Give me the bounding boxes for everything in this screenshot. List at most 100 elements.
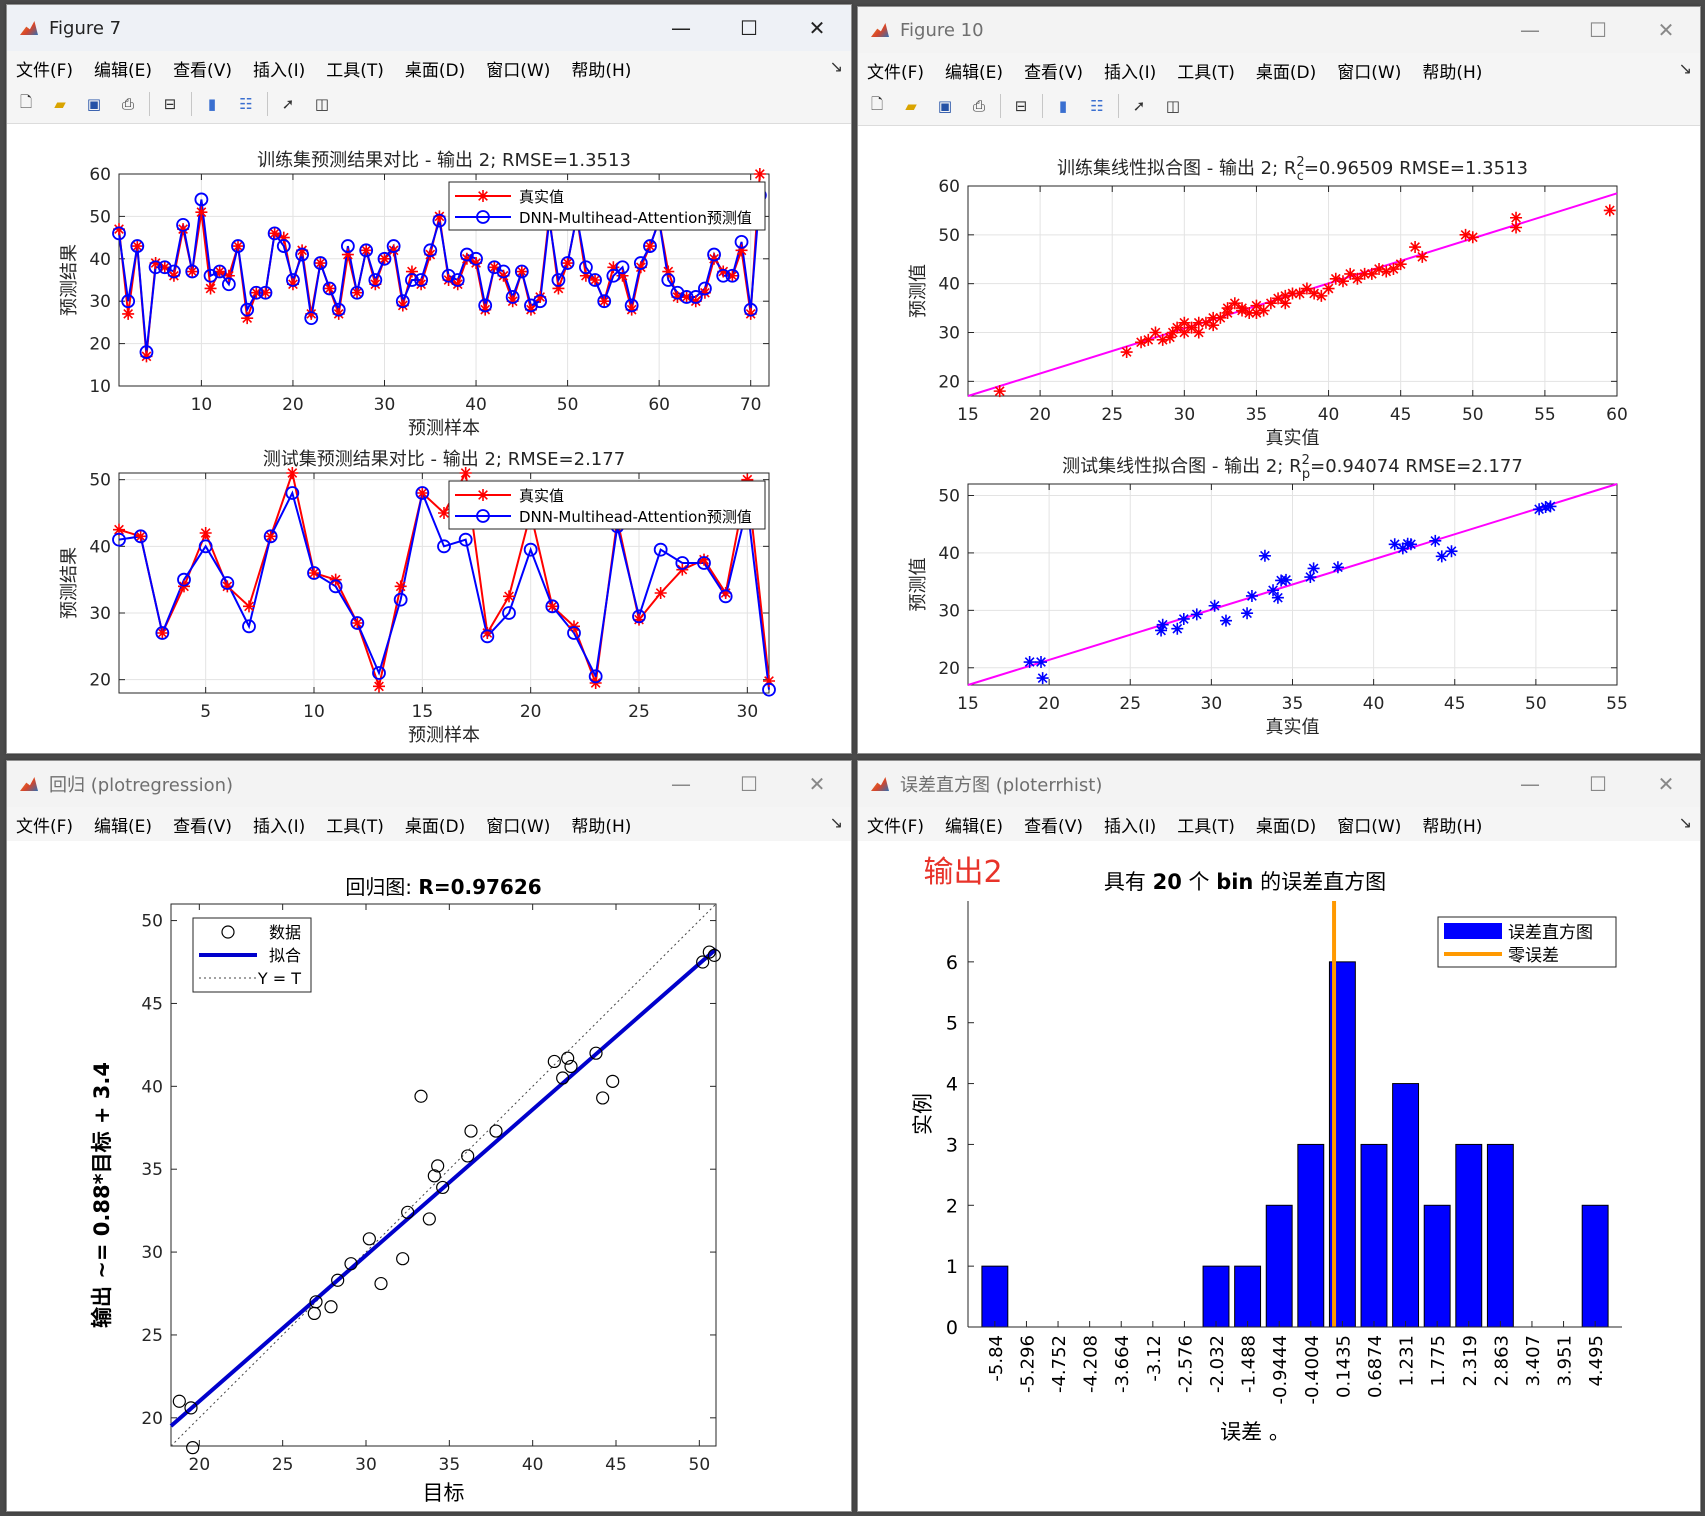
figure-7-window[interactable]: Figure 7 — ☐ ✕ 文件(F) 编辑(E) 查看(V) 插入(I) 工… bbox=[6, 4, 852, 754]
print-icon[interactable]: ⎙ bbox=[972, 97, 985, 115]
data-point-circle bbox=[220, 576, 235, 590]
menu-edit[interactable]: 编辑(E) bbox=[945, 816, 1004, 837]
menu-help[interactable]: 帮助(H) bbox=[571, 816, 632, 837]
x-tick-label: 60 bbox=[1606, 405, 1628, 425]
menu-tools[interactable]: 工具(T) bbox=[1177, 62, 1235, 83]
property-editor-icon[interactable]: ◫ bbox=[1165, 97, 1181, 115]
data-point-star bbox=[689, 295, 702, 308]
maximize-button[interactable]: ☐ bbox=[1589, 772, 1607, 796]
pointer-icon[interactable]: ➚ bbox=[1132, 97, 1146, 115]
data-point-circle bbox=[653, 542, 668, 557]
title-bar[interactable]: Figure 7 — ☐ ✕ bbox=[7, 5, 851, 51]
menu-desktop[interactable]: 桌面(D) bbox=[1255, 62, 1317, 83]
menu-window[interactable]: 窗口(W) bbox=[486, 60, 551, 81]
menu-view[interactable]: 查看(V) bbox=[1024, 816, 1083, 837]
menu-tools[interactable]: 工具(T) bbox=[326, 60, 384, 81]
data-point-star bbox=[424, 248, 437, 261]
maximize-button[interactable]: ☐ bbox=[740, 16, 758, 40]
menu-overflow-icon[interactable]: ↘ bbox=[829, 813, 843, 832]
print-preview-icon[interactable]: ⊟ bbox=[1014, 97, 1028, 115]
menu-insert[interactable]: 插入(I) bbox=[252, 816, 306, 837]
data-point-star bbox=[1163, 331, 1176, 344]
menu-file[interactable]: 文件(F) bbox=[16, 60, 74, 81]
title-bar[interactable]: 回归 (plotregression) — ☐ ✕ bbox=[7, 761, 851, 807]
new-figure-icon[interactable]: 🗋 bbox=[19, 92, 33, 111]
x-tick-label: 70 bbox=[740, 395, 762, 415]
colorbar-icon[interactable]: ▮ bbox=[207, 95, 217, 113]
legend-icon[interactable]: ☷ bbox=[1090, 97, 1104, 115]
menu-edit[interactable]: 编辑(E) bbox=[945, 62, 1004, 83]
title-bar[interactable]: 误差直方图 (ploterrhist) — ☐ ✕ bbox=[858, 761, 1700, 807]
menu-view[interactable]: 查看(V) bbox=[173, 816, 232, 837]
legend-label: 零误差 bbox=[1508, 946, 1559, 966]
data-point-star bbox=[735, 244, 748, 257]
x-tick-label: -2.032 bbox=[1207, 1335, 1228, 1393]
menu-desktop[interactable]: 桌面(D) bbox=[1255, 816, 1317, 837]
menu-file[interactable]: 文件(F) bbox=[16, 816, 74, 837]
menu-desktop[interactable]: 桌面(D) bbox=[404, 816, 466, 837]
menu-window[interactable]: 窗口(W) bbox=[1337, 816, 1402, 837]
save-icon[interactable]: ▣ bbox=[937, 97, 953, 115]
new-figure-icon[interactable]: 🗋 bbox=[870, 94, 884, 113]
close-button[interactable]: ✕ bbox=[1657, 18, 1675, 42]
x-tick-label: 15 bbox=[412, 702, 434, 722]
maximize-button[interactable]: ☐ bbox=[740, 772, 758, 796]
minimize-button[interactable]: — bbox=[671, 772, 691, 796]
data-point-star bbox=[726, 269, 739, 282]
data-point-star bbox=[763, 675, 775, 687]
pointer-icon[interactable]: ➚ bbox=[281, 95, 295, 113]
menu-insert[interactable]: 插入(I) bbox=[1103, 62, 1157, 83]
menu-edit[interactable]: 编辑(E) bbox=[94, 60, 153, 81]
menu-insert[interactable]: 插入(I) bbox=[1103, 816, 1157, 837]
data-point-star bbox=[373, 680, 385, 693]
menu-window[interactable]: 窗口(W) bbox=[1337, 62, 1402, 83]
x-tick-label: 45 bbox=[1444, 694, 1466, 714]
minimize-button[interactable]: — bbox=[1520, 18, 1540, 42]
menu-file[interactable]: 文件(F) bbox=[867, 62, 925, 83]
close-button[interactable]: ✕ bbox=[808, 772, 826, 796]
menu-help[interactable]: 帮助(H) bbox=[571, 60, 632, 81]
maximize-button[interactable]: ☐ bbox=[1589, 18, 1607, 42]
menu-view[interactable]: 查看(V) bbox=[173, 60, 232, 81]
close-button[interactable]: ✕ bbox=[1657, 772, 1675, 796]
print-icon[interactable]: ⎙ bbox=[121, 95, 134, 113]
menu-window[interactable]: 窗口(W) bbox=[486, 816, 551, 837]
figure-7-plots: 10 20 30 40 50 60 70 10 20 30 40 50 60 真实值 DNN-Multihe… bbox=[59, 150, 776, 746]
menu-help[interactable]: 帮助(H) bbox=[1422, 62, 1483, 83]
menu-file[interactable]: 文件(F) bbox=[867, 816, 925, 837]
minimize-button[interactable]: — bbox=[1520, 772, 1540, 796]
data-point-star bbox=[1258, 549, 1271, 562]
ploterrhist-window[interactable]: 误差直方图 (ploterrhist) — ☐ ✕ 文件(F) 编辑(E) 查看… bbox=[857, 760, 1701, 1512]
menu-insert[interactable]: 插入(I) bbox=[252, 60, 306, 81]
save-icon[interactable]: ▣ bbox=[86, 95, 102, 113]
plotregression-window[interactable]: 回归 (plotregression) — ☐ ✕ 文件(F) 编辑(E) 查看… bbox=[6, 760, 852, 1512]
open-file-icon[interactable]: ▰ bbox=[54, 95, 66, 113]
y-tick-label: 30 bbox=[89, 292, 111, 312]
menu-view[interactable]: 查看(V) bbox=[1024, 62, 1083, 83]
figure-10-window[interactable]: Figure 10 — ☐ ✕ 文件(F) 编辑(E) 查看(V) 插入(I) … bbox=[857, 6, 1701, 754]
data-point-star bbox=[296, 244, 309, 257]
open-file-icon[interactable]: ▰ bbox=[905, 97, 917, 115]
y-tick-label: 40 bbox=[141, 1077, 163, 1097]
data-point-circle bbox=[121, 294, 136, 309]
data-point-circle bbox=[502, 606, 516, 620]
print-preview-icon[interactable]: ⊟ bbox=[163, 95, 177, 113]
data-point-star bbox=[1322, 282, 1335, 295]
property-editor-icon[interactable]: ◫ bbox=[314, 95, 330, 113]
menu-help[interactable]: 帮助(H) bbox=[1422, 816, 1483, 837]
menu-overflow-icon[interactable]: ↘ bbox=[1678, 813, 1692, 832]
colorbar-icon[interactable]: ▮ bbox=[1058, 97, 1068, 115]
menu-edit[interactable]: 编辑(E) bbox=[94, 816, 153, 837]
menu-overflow-icon[interactable]: ↘ bbox=[1678, 59, 1692, 78]
minimize-button[interactable]: — bbox=[671, 16, 691, 40]
title-bar[interactable]: Figure 10 — ☐ ✕ bbox=[858, 7, 1700, 53]
legend-icon[interactable]: ☷ bbox=[239, 95, 253, 113]
data-point-circle bbox=[624, 298, 639, 313]
menu-overflow-icon[interactable]: ↘ bbox=[829, 57, 843, 76]
close-button[interactable]: ✕ bbox=[808, 16, 826, 40]
data-point-star bbox=[438, 507, 450, 519]
data-point-star bbox=[1358, 267, 1371, 280]
menu-tools[interactable]: 工具(T) bbox=[1177, 816, 1235, 837]
menu-desktop[interactable]: 桌面(D) bbox=[404, 60, 466, 81]
menu-tools[interactable]: 工具(T) bbox=[326, 816, 384, 837]
